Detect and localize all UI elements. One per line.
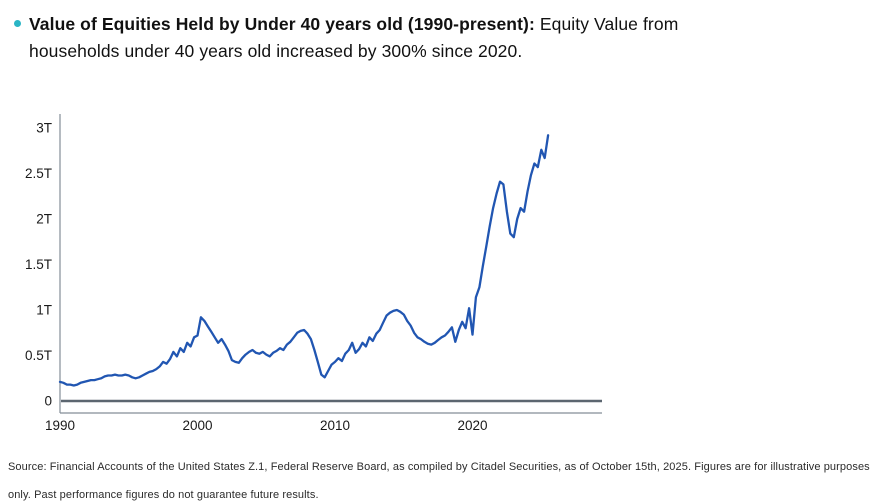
page-title: Value of Equities Held by Under 40 years… (29, 11, 767, 65)
y-tick-label: 1.5T (25, 257, 52, 272)
y-tick-label: 1T (36, 303, 52, 318)
bullet-icon (14, 20, 21, 27)
source-footnote: Source: Financial Accounts of the United… (8, 461, 870, 501)
page-title-bold: Value of Equities Held by Under 40 years… (29, 14, 535, 34)
chart-caption: Value of Equities Held by Under 40 years… (10, 11, 770, 65)
y-tick-label: 2.5T (25, 166, 52, 181)
x-tick-label: 2020 (457, 418, 487, 433)
x-tick-label: 1990 (45, 418, 75, 433)
y-tick-label: 0.5T (25, 348, 52, 363)
y-tick-label: 3T (36, 121, 52, 136)
x-tick-label: 2010 (320, 418, 350, 433)
y-tick-label: 0 (44, 394, 52, 409)
y-tick-label: 2T (36, 212, 52, 227)
chart-svg: 3T 2.5T 2T 1.5T 1T 0.5T 0 1990 2000 2010 2020 (25, 114, 602, 433)
y-tick-labels: 3T 2.5T 2T 1.5T 1T 0.5T 0 (25, 121, 52, 409)
equity-value-series-line (58, 134, 550, 387)
page-title-regular: Equity Value from households under 40 ye… (29, 14, 679, 61)
x-tick-labels: 1990 2000 2010 2020 (45, 418, 488, 433)
x-tick-label: 2000 (182, 418, 212, 433)
equity-line-chart: 3T 2.5T 2T 1.5T 1T 0.5T 0 1990 2000 2010 2020 (0, 98, 877, 448)
